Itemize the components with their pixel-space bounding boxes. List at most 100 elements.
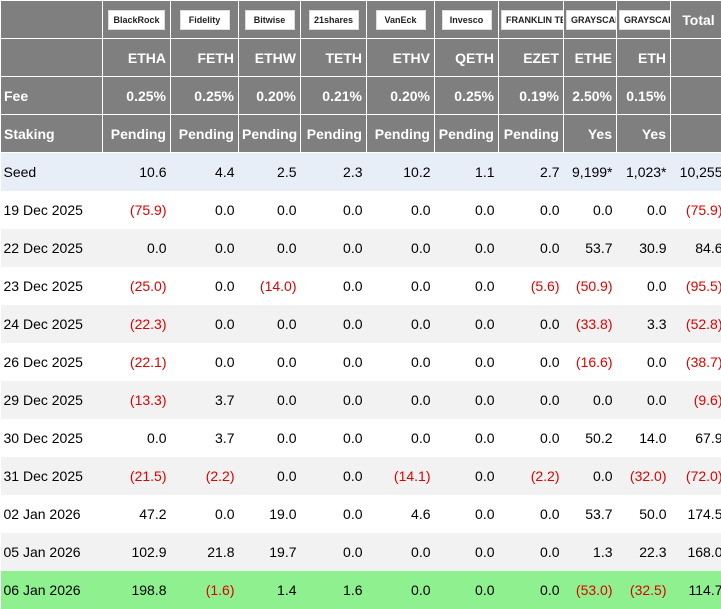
header-cell: ETHW [239, 39, 301, 77]
value-cell: (22.1) [103, 343, 171, 381]
header-cell: Pending [499, 115, 564, 153]
value-cell: 47.2 [103, 495, 171, 533]
row-label: 29 Dec 2025 [1, 381, 103, 419]
header-cell: 0.25% [171, 77, 239, 115]
row-label: 06 Jan 2026 [1, 571, 103, 609]
value-cell: 50.2 [564, 419, 617, 457]
value-cell: 2.3 [301, 153, 367, 191]
header-cell: TETH [301, 39, 367, 77]
value-cell: 0.0 [301, 419, 367, 457]
empty-cell [671, 115, 721, 153]
brand-logo: FRANKLIN TEMPLETON [501, 10, 564, 30]
value-cell: (75.9) [103, 191, 171, 229]
value-cell: 0.0 [435, 305, 499, 343]
value-cell: 0.0 [435, 267, 499, 305]
row-label: Seed [1, 153, 103, 191]
value-cell: 0.0 [499, 229, 564, 267]
value-cell: 3.3 [617, 305, 671, 343]
header-cell: EZET [499, 39, 564, 77]
row-label: Staking [1, 115, 103, 153]
header-cell: 0.20% [367, 77, 435, 115]
value-cell: 0.0 [435, 229, 499, 267]
value-cell: 0.0 [564, 457, 617, 495]
value-cell: 0.0 [435, 457, 499, 495]
header-cell: 0.20% [239, 77, 301, 115]
value-cell: 3.7 [171, 419, 239, 457]
value-cell: 0.0 [367, 571, 435, 609]
logo-cell: GRAYSCALE [564, 1, 617, 39]
row-label: 31 Dec 2025 [1, 457, 103, 495]
value-cell: 0.0 [617, 381, 671, 419]
value-cell: 1.4 [239, 571, 301, 609]
brand-logo: BlackRock [108, 10, 164, 30]
value-cell: 19.0 [239, 495, 301, 533]
empty-cell [671, 77, 721, 115]
value-cell: 0.0 [367, 381, 435, 419]
value-cell: 1,023* [617, 153, 671, 191]
value-cell: 0.0 [367, 305, 435, 343]
value-cell: 1.6 [301, 571, 367, 609]
value-cell: 22.3 [617, 533, 671, 571]
value-cell: (16.6) [564, 343, 617, 381]
brand-logo: Invesco [442, 10, 492, 30]
value-cell: (75.9) [671, 191, 721, 229]
value-cell: 53.7 [564, 495, 617, 533]
value-cell: 0.0 [617, 191, 671, 229]
value-cell: 0.0 [367, 229, 435, 267]
header-cell: Pending [301, 115, 367, 153]
value-cell: 0.0 [239, 419, 301, 457]
value-cell: 0.0 [435, 343, 499, 381]
logo-cell: BlackRock [103, 1, 171, 39]
value-cell: 19.7 [239, 533, 301, 571]
value-cell: (14.1) [367, 457, 435, 495]
value-cell: 10,255 [671, 153, 721, 191]
value-cell: 0.0 [171, 229, 239, 267]
value-cell: 0.0 [617, 343, 671, 381]
value-cell: 0.0 [239, 343, 301, 381]
value-cell: (14.0) [239, 267, 301, 305]
value-cell: 0.0 [499, 571, 564, 609]
value-cell: (95.5) [671, 267, 721, 305]
value-cell: (32.0) [617, 457, 671, 495]
brand-logo: GRAYSCALE [566, 10, 617, 30]
value-cell: 0.0 [564, 191, 617, 229]
header-cell: 0.21% [301, 77, 367, 115]
value-cell: 0.0 [564, 381, 617, 419]
value-cell: 114.7 [671, 571, 721, 609]
value-cell: 168.0 [671, 533, 721, 571]
value-cell: 4.4 [171, 153, 239, 191]
value-cell: 0.0 [301, 533, 367, 571]
value-cell: 0.0 [367, 343, 435, 381]
value-cell: 2.5 [239, 153, 301, 191]
brand-logo: VanEck [376, 10, 426, 30]
value-cell: 0.0 [171, 343, 239, 381]
total-header: Total [671, 1, 721, 39]
value-cell: 84.6 [671, 229, 721, 267]
value-cell: 0.0 [435, 419, 499, 457]
value-cell: 0.0 [239, 229, 301, 267]
logo-cell: Invesco [435, 1, 499, 39]
value-cell: 0.0 [367, 191, 435, 229]
value-cell: (32.5) [617, 571, 671, 609]
header-cell: 2.50% [564, 77, 617, 115]
value-cell: 0.0 [367, 267, 435, 305]
value-cell: 2.7 [499, 153, 564, 191]
header-cell: FETH [171, 39, 239, 77]
value-cell: 0.0 [435, 533, 499, 571]
value-cell: 0.0 [103, 419, 171, 457]
value-cell: 0.0 [499, 419, 564, 457]
value-cell: 0.0 [499, 533, 564, 571]
header-cell: Pending [103, 115, 171, 153]
value-cell: (9.6) [671, 381, 721, 419]
